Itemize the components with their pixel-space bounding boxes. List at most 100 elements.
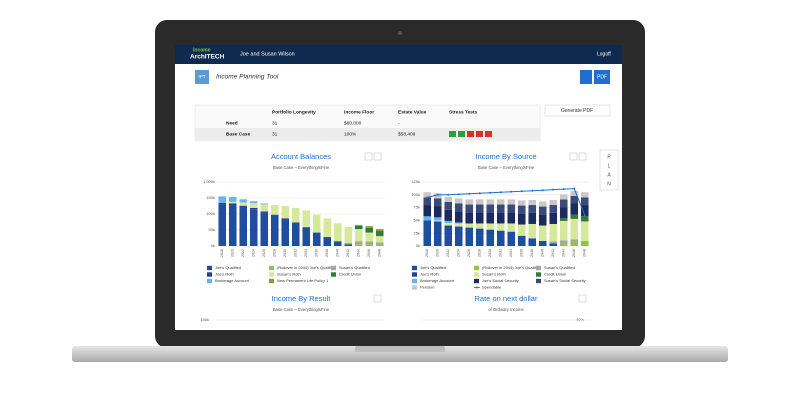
legend-label[interactable]: Spendable [482,285,502,290]
chart-button[interactable] [579,153,586,160]
chart-button[interactable] [365,153,372,160]
bar-segment [486,212,494,223]
user-button[interactable] [580,70,592,84]
bar-segment [260,203,268,204]
bar-segment [250,201,258,203]
bar-segment [229,203,237,205]
bar-segment [434,198,442,206]
chart-title: Income By Result [272,294,332,303]
legend-label[interactable]: Susan's Roth [277,272,301,277]
x-tick-label: 2042 [346,249,350,257]
cell: 31 [272,131,278,137]
camera [398,31,402,35]
legend-label[interactable]: Brokerage Account [420,278,455,283]
bar-segment [323,218,331,237]
bar-segment [302,210,310,227]
bar-segment [570,242,578,246]
y-tick-label: 25k [414,230,420,235]
bar-segment [549,243,557,246]
bar-segment [455,223,463,226]
bar-segment [465,212,473,223]
x-tick-label: 2028 [273,249,277,257]
stress-icon[interactable] [458,131,465,137]
chart-button[interactable] [374,153,381,160]
bar-segment [229,197,237,202]
bar-segment [444,197,452,202]
legend-label[interactable]: Susan's Qualified [339,265,370,270]
bar-segment [507,223,515,231]
bar-segment [281,218,289,219]
badge-text: IPT [198,74,205,79]
bar-segment [229,202,237,204]
bar-segment [365,233,373,242]
bar-segment [365,228,373,233]
stress-icon[interactable] [485,131,492,137]
bar-segment [497,199,505,204]
line-point [510,191,512,193]
legend-label[interactable]: Pension [420,285,434,290]
legend-swatch [207,279,212,283]
stress-icon[interactable] [449,131,456,137]
chart-button[interactable] [570,153,577,160]
legend-label[interactable]: New Permanent Life Policy 1 [277,278,329,283]
bar-segment [581,241,589,246]
legend-label[interactable]: Joe's Roth [215,272,234,277]
legend-label[interactable]: Brokerage Account [215,278,250,283]
x-tick-label: 2026 [467,249,471,257]
stress-icon[interactable] [467,131,474,137]
legend-swatch [536,272,541,276]
bar-segment [323,237,331,246]
line-point [437,194,439,196]
legend-label[interactable]: Credit Union [544,272,566,277]
cell: $60,000 [344,120,362,126]
bar-segment [476,212,484,223]
column-header: Portfolio Longevity [272,109,316,115]
bar-segment [292,223,300,246]
bar-segment [570,239,578,242]
bar-segment [455,222,463,223]
x-tick-label: 2044 [562,249,566,257]
legend-swatch [207,266,212,270]
bar-segment [218,203,226,205]
x-tick-label: 2022 [446,249,450,257]
legend-label[interactable]: Susan's Qualified [544,265,575,270]
x-tick-label: 2040 [541,249,545,257]
column-header: Income Floor [344,109,374,115]
stress-icon[interactable] [476,131,483,137]
bar-segment [476,229,484,246]
chart-button[interactable] [374,295,381,302]
bar-segment [486,230,494,246]
line-point [552,189,554,191]
bar-segment [218,204,226,246]
y-tick-label: 50k [209,227,215,232]
x-tick-label: 2048 [378,249,382,257]
legend-label[interactable]: Credit Union [339,272,361,277]
legend-label[interactable]: Joe's Qualified [420,265,446,270]
bar-segment [581,192,589,197]
x-tick-label: 2018 [220,249,224,257]
x-tick-label: 2022 [241,249,245,257]
stress-icons [449,131,492,137]
bar-segment [376,236,384,242]
bar-segment [455,198,463,203]
legend-label[interactable]: Susan's Social Security [544,278,586,283]
legend-label[interactable]: Joe's Qualified [215,265,241,270]
x-tick-label: 2032 [294,249,298,257]
bar-segment [518,224,526,235]
x-tick-label: 2040 [336,249,340,257]
bar-segment [260,204,268,211]
legend-label[interactable]: (Rollover in 2044) Joe's Qualified [277,265,336,270]
line-point [521,190,523,192]
bar-segment [355,244,363,246]
bar-segment [444,221,452,223]
legend-label[interactable]: Joe's Social Security [482,278,519,283]
legend-label[interactable]: Susan's Roth [482,272,506,277]
legend-label[interactable]: Joe's Roth [420,272,439,277]
legend-label[interactable]: (Rollover in 2044) Joe's Qualified [482,265,541,270]
bar-segment [229,205,237,246]
chart-button[interactable] [579,295,586,302]
logoff[interactable]: Logoff [597,51,611,57]
bar-segment [434,206,442,217]
